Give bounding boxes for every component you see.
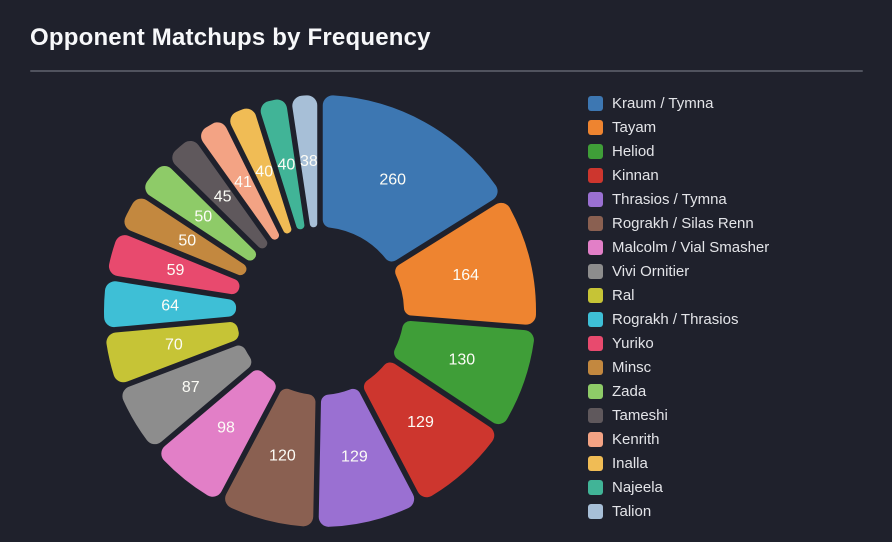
pie-slice-malcolm-vial-smasher[interactable]	[161, 370, 276, 497]
slice-value-label-tameshi: 45	[214, 188, 232, 205]
legend-item-thrasios-tymna[interactable]: Thrasios / Tymna	[588, 187, 769, 211]
legend-swatch-icon	[588, 431, 603, 447]
legend-label: Rograkh / Thrasios	[612, 310, 739, 328]
pie-slice-heliod[interactable]	[394, 321, 534, 425]
pie-slice-kenrith[interactable]	[201, 122, 280, 240]
slice-value-label-talion: 38	[300, 153, 318, 170]
legend-label: Ral	[612, 286, 635, 304]
legend-swatch-icon	[588, 383, 603, 399]
slice-value-label-kraum-tymna: 260	[379, 171, 406, 188]
slice-value-label-heliod: 130	[448, 352, 475, 369]
legend-swatch-icon	[588, 335, 603, 351]
legend-label: Tayam	[612, 118, 657, 136]
legend-label: Inalla	[612, 454, 648, 472]
pie-slice-yuriko[interactable]	[108, 235, 240, 295]
slice-value-label-rograkh-thrasios: 64	[161, 298, 179, 315]
legend-swatch-icon	[588, 119, 603, 135]
legend-item-rograkh-thrasios[interactable]: Rograkh / Thrasios	[588, 307, 769, 331]
pie-slice-ral[interactable]	[106, 322, 239, 383]
title-divider	[30, 70, 863, 72]
legend-item-yuriko[interactable]: Yuriko	[588, 331, 769, 355]
pie-slice-zada[interactable]	[145, 165, 257, 261]
legend-swatch-icon	[588, 311, 603, 327]
legend-swatch-icon	[588, 455, 603, 471]
legend-swatch-icon	[588, 479, 603, 495]
legend-label: Najeela	[612, 478, 663, 496]
legend-label: Yuriko	[612, 334, 654, 352]
legend-item-zada[interactable]: Zada	[588, 379, 769, 403]
pie-slice-minsc[interactable]	[124, 198, 247, 276]
slice-value-label-inalla: 40	[255, 163, 273, 180]
legend-label: Kraum / Tymna	[612, 94, 714, 112]
slice-value-label-ral: 70	[165, 336, 183, 353]
pie-slice-vivi-ornitier[interactable]	[122, 345, 252, 445]
legend-swatch-icon	[588, 407, 603, 423]
pie-slice-tameshi[interactable]	[172, 140, 268, 249]
slice-value-label-minsc: 50	[178, 233, 196, 250]
pie-slice-thrasios-tymna[interactable]	[318, 388, 415, 527]
slice-value-label-tayam: 164	[452, 267, 479, 284]
legend-label: Vivi Ornitier	[612, 262, 690, 280]
legend-swatch-icon	[588, 359, 603, 375]
legend-item-rograkh-silas-renn[interactable]: Rograkh / Silas Renn	[588, 211, 769, 235]
legend-label: Zada	[612, 382, 647, 400]
legend-label: Tameshi	[612, 406, 668, 424]
legend-label: Heliod	[612, 142, 655, 160]
legend-label: Malcolm / Vial Smasher	[612, 238, 770, 256]
legend-label: Rograkh / Silas Renn	[612, 214, 754, 232]
legend-item-tameshi[interactable]: Tameshi	[588, 403, 769, 427]
legend-swatch-icon	[588, 503, 603, 519]
legend-swatch-icon	[588, 287, 603, 303]
slice-value-label-vivi-ornitier: 87	[182, 379, 200, 396]
pie-slice-talion[interactable]	[292, 95, 318, 228]
pie-slice-rograkh-thrasios[interactable]	[103, 281, 237, 328]
legend-item-heliod[interactable]: Heliod	[588, 139, 769, 163]
legend-item-ral[interactable]: Ral	[588, 283, 769, 307]
legend-swatch-icon	[588, 167, 603, 183]
slice-value-label-zada: 50	[194, 208, 212, 225]
pie-slice-rograkh-silas-renn[interactable]	[225, 388, 316, 527]
legend-swatch-icon	[588, 191, 603, 207]
legend-swatch-icon	[588, 143, 603, 159]
legend-label: Minsc	[612, 358, 652, 376]
legend-swatch-icon	[588, 263, 603, 279]
legend-label: Kenrith	[612, 430, 660, 448]
legend-swatch-icon	[588, 215, 603, 231]
legend-item-kenrith[interactable]: Kenrith	[588, 427, 769, 451]
legend-swatch-icon	[588, 95, 603, 111]
legend-item-kinnan[interactable]: Kinnan	[588, 163, 769, 187]
slice-value-label-kinnan: 129	[407, 414, 434, 431]
chart-title: Opponent Matchups by Frequency	[30, 24, 431, 51]
legend-swatch-icon	[588, 239, 603, 255]
legend-item-talion[interactable]: Talion	[588, 499, 769, 523]
pie-slice-tayam[interactable]	[395, 202, 537, 325]
pie-slice-najeela[interactable]	[260, 99, 305, 230]
legend-item-vivi-ornitier[interactable]: Vivi Ornitier	[588, 259, 769, 283]
legend-item-kraum-tymna[interactable]: Kraum / Tymna	[588, 91, 769, 115]
legend-item-tayam[interactable]: Tayam	[588, 115, 769, 139]
pie-slice-kinnan[interactable]	[363, 362, 495, 498]
legend-label: Talion	[612, 502, 652, 520]
chart-legend: Kraum / Tymna Tayam Heliod Kinnan Thrasios /…	[588, 91, 769, 523]
slice-value-label-malcolm-vial-smasher: 98	[217, 419, 235, 436]
slice-value-label-najeela: 40	[278, 156, 296, 173]
slice-value-label-kenrith: 41	[234, 174, 252, 191]
legend-label: Kinnan	[612, 166, 659, 184]
pie-slice-inalla[interactable]	[230, 108, 292, 234]
legend-item-malcolm-vial-smasher[interactable]: Malcolm / Vial Smasher	[588, 235, 769, 259]
legend-item-inalla[interactable]: Inalla	[588, 451, 769, 475]
legend-item-najeela[interactable]: Najeela	[588, 475, 769, 499]
legend-label: Thrasios / Tymna	[612, 190, 727, 208]
slice-value-label-yuriko: 59	[167, 262, 185, 279]
slice-value-label-rograkh-silas-renn: 120	[269, 448, 296, 465]
legend-item-minsc[interactable]: Minsc	[588, 355, 769, 379]
pie-slice-kraum-tymna[interactable]	[322, 95, 498, 262]
slice-value-label-thrasios-tymna: 129	[341, 449, 368, 466]
